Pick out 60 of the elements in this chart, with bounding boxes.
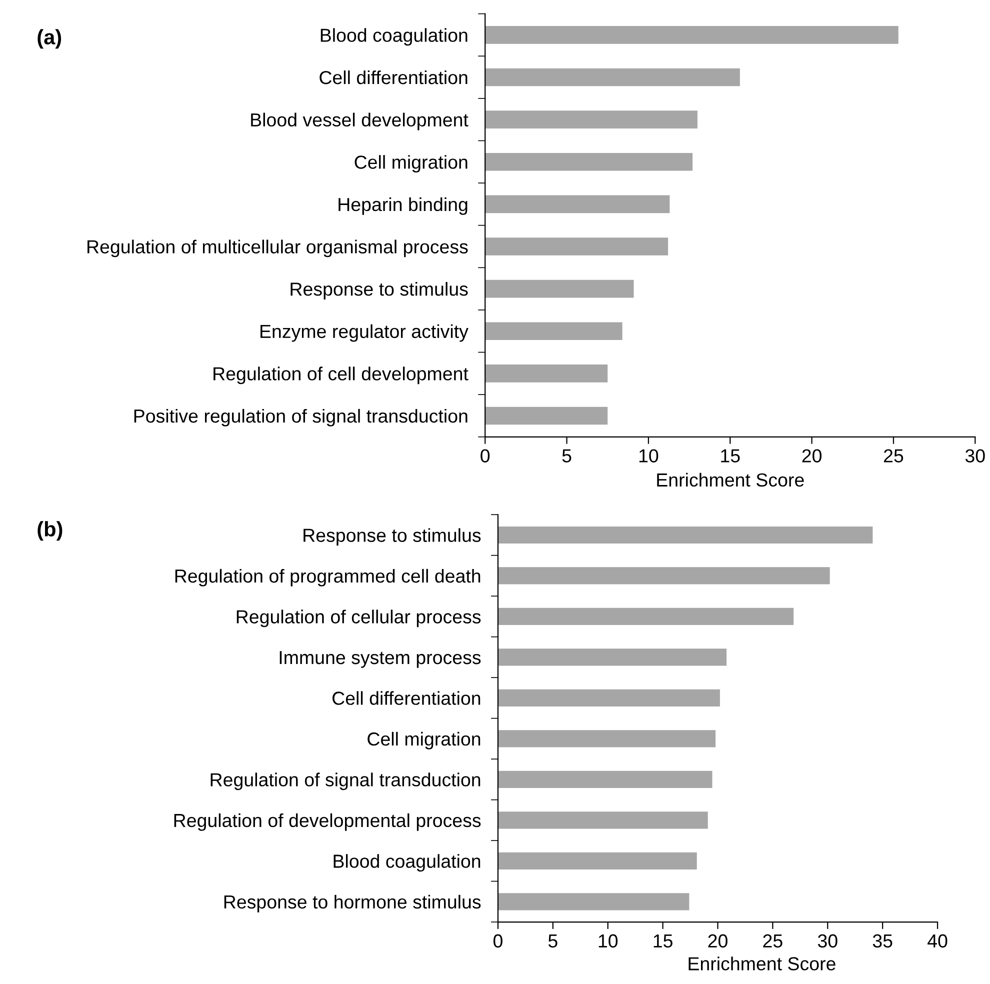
y-tick-label: Cell migration xyxy=(354,155,468,173)
x-tick-label: 20 xyxy=(802,449,822,462)
x-axis-title: Enrichment Score xyxy=(657,472,804,487)
bar xyxy=(498,648,727,666)
y-tick-label: Immune system process xyxy=(280,651,481,668)
y-tick-label: Regulation of developmental process xyxy=(174,813,481,831)
x-tick-label: 10 xyxy=(639,449,658,462)
bar xyxy=(498,812,708,829)
y-tick-label: Blood vessel development xyxy=(251,112,468,130)
bar xyxy=(498,526,873,544)
y-tick-label: Blood coagulation xyxy=(334,854,480,872)
text: (a) xyxy=(38,29,62,49)
y-tick-label: Response to hormone stimulus xyxy=(224,894,481,912)
bar xyxy=(485,26,898,44)
x-tick-label: 25 xyxy=(884,449,904,462)
y-tick-label: Regulation of programmed cell death xyxy=(175,568,480,586)
bar xyxy=(498,567,830,584)
x-tick-label: 5 xyxy=(562,449,572,462)
bar xyxy=(485,364,608,382)
y-tick-label: Regulation of multicellular organismal process xyxy=(88,240,468,258)
y-tick-label: Regulation of cell development xyxy=(214,366,468,384)
bar xyxy=(485,152,693,171)
text: (b) xyxy=(38,521,62,541)
y-tick-label: Blood coagulation xyxy=(320,28,468,46)
y-tick-label: Cell differentiation xyxy=(320,70,468,84)
x-tick-label: 10 xyxy=(598,934,618,948)
bar xyxy=(498,770,712,788)
y-tick-label: Response to stimulus xyxy=(290,282,468,300)
x-tick-label: 5 xyxy=(548,934,558,948)
x-tick-label: 15 xyxy=(654,934,672,948)
bar xyxy=(485,322,622,340)
x-axis-title: Enrichment Score xyxy=(688,956,836,970)
x-tick-label: 0 xyxy=(480,449,490,462)
x-tick-label: 35 xyxy=(872,934,892,948)
bar xyxy=(498,608,794,626)
bar xyxy=(485,406,608,425)
y-tick-label: Regulation of signal transduction xyxy=(210,772,480,790)
y-tick-label: Positive regulation of signal transduction xyxy=(134,408,468,426)
bar xyxy=(498,689,720,707)
bar xyxy=(485,68,740,86)
y-tick-label: Response to stimulus xyxy=(304,528,481,546)
bar xyxy=(485,238,668,256)
x-tick-label: 15 xyxy=(721,449,740,462)
y-tick-label: Cell migration xyxy=(368,732,480,750)
bar xyxy=(498,852,697,870)
x-tick-label: 30 xyxy=(965,449,985,462)
y-tick-label: Regulation of cellular process xyxy=(236,610,481,628)
bar xyxy=(485,195,670,214)
bar xyxy=(498,730,716,748)
x-tick-label: 40 xyxy=(928,934,948,948)
x-tick-label: 0 xyxy=(493,934,502,948)
y-tick-label: Heparin binding xyxy=(338,197,468,215)
x-tick-label: 30 xyxy=(818,934,838,948)
bar xyxy=(498,893,690,910)
y-tick-label: Cell differentiation xyxy=(332,691,480,705)
x-tick-label: 20 xyxy=(708,934,728,948)
x-tick-label: 25 xyxy=(763,934,782,948)
y-tick-label: Enzyme regulator activity xyxy=(260,324,468,342)
bar xyxy=(485,280,634,298)
bar xyxy=(485,110,698,128)
